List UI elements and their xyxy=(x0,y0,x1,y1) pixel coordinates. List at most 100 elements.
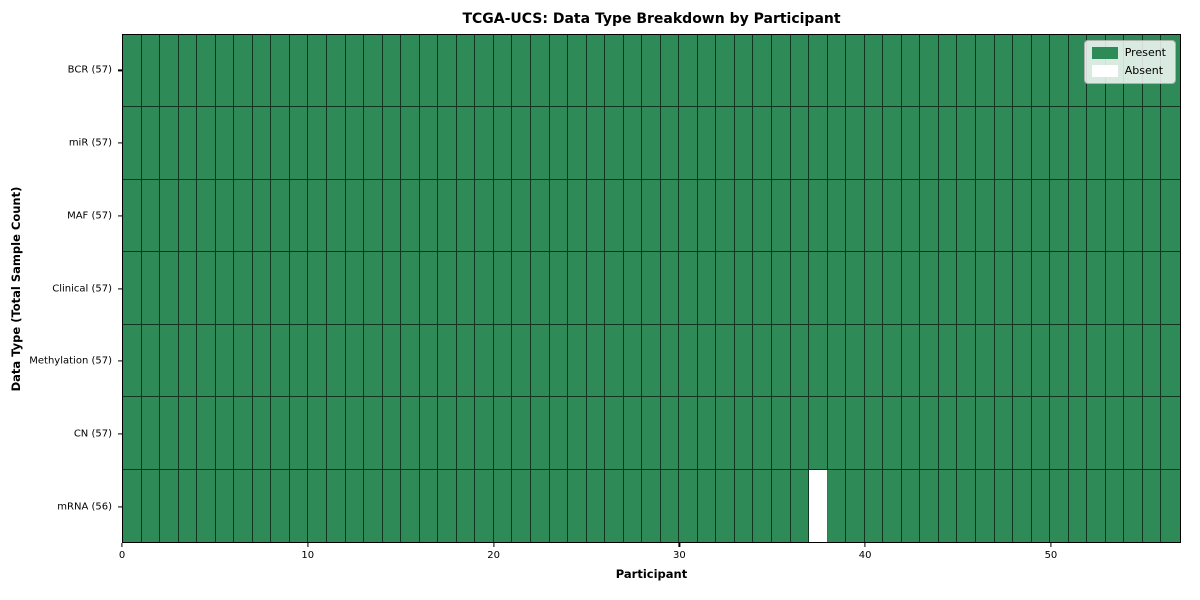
heatmap-cell xyxy=(809,324,828,398)
x-axis-label: Participant xyxy=(615,567,688,581)
heatmap-cell xyxy=(753,35,773,108)
heatmap-cell xyxy=(493,179,513,253)
heatmap-cell xyxy=(493,35,513,108)
heatmap-cell xyxy=(252,397,272,470)
heatmap-cell xyxy=(530,107,550,180)
heatmap-cell xyxy=(827,324,847,398)
heatmap-cell xyxy=(512,35,531,108)
heatmap-cell xyxy=(271,35,290,108)
heatmap-cell xyxy=(1142,324,1162,398)
heatmap-cell xyxy=(901,107,921,180)
heatmap-cell xyxy=(549,397,569,470)
heatmap-cell xyxy=(1068,179,1088,253)
heatmap-cell xyxy=(549,107,569,180)
heatmap-cell xyxy=(586,252,606,325)
heatmap-cell xyxy=(419,324,439,398)
heatmap-cell xyxy=(345,469,365,542)
heatmap-cell xyxy=(642,179,661,253)
heatmap-cell xyxy=(456,179,476,253)
heatmap-cell xyxy=(1013,107,1032,180)
heatmap-cell xyxy=(753,324,773,398)
heatmap-cell xyxy=(660,252,680,325)
heatmap-cell xyxy=(456,35,476,108)
heatmap-cell xyxy=(697,397,717,470)
heatmap-cell xyxy=(1087,252,1106,325)
heatmap-cell xyxy=(957,324,977,398)
heatmap-cell xyxy=(308,324,327,398)
heatmap-cell xyxy=(1161,469,1180,542)
heatmap-cell xyxy=(623,324,643,398)
heatmap-cell xyxy=(401,252,420,325)
heatmap-cell xyxy=(549,35,569,108)
heatmap-cell xyxy=(512,397,531,470)
heatmap-cell xyxy=(605,397,624,470)
heatmap-cell xyxy=(586,35,606,108)
heatmap-cell xyxy=(864,107,884,180)
heatmap-cell xyxy=(846,469,865,542)
heatmap-cell xyxy=(716,469,735,542)
heatmap-cell xyxy=(790,397,810,470)
heatmap-cell xyxy=(1105,107,1125,180)
x-tick-mark xyxy=(307,543,309,547)
x-tick-label: 10 xyxy=(301,550,315,561)
heatmap-cell xyxy=(382,107,402,180)
heatmap-cell xyxy=(141,35,161,108)
heatmap-cell xyxy=(697,179,717,253)
heatmap-cell xyxy=(753,469,773,542)
heatmap-cell xyxy=(660,107,680,180)
heatmap-cell xyxy=(123,107,142,180)
heatmap-cell xyxy=(438,179,457,253)
heatmap-cell xyxy=(530,469,550,542)
heatmap-cell xyxy=(160,107,179,180)
heatmap-cell xyxy=(252,179,272,253)
heatmap-cell xyxy=(401,324,420,398)
heatmap-cell xyxy=(679,35,698,108)
heatmap-cell xyxy=(289,397,309,470)
heatmap-cell xyxy=(1142,397,1162,470)
heatmap-cell xyxy=(697,324,717,398)
heatmap-cell xyxy=(1087,397,1106,470)
heatmap-cell xyxy=(364,35,383,108)
heatmap-cell xyxy=(1087,107,1106,180)
heatmap-cell xyxy=(1105,397,1125,470)
heatmap-cell xyxy=(197,324,216,398)
y-tick-mark xyxy=(118,69,122,71)
heatmap-cell xyxy=(308,107,327,180)
heatmap-cell xyxy=(938,35,958,108)
heatmap-cell xyxy=(772,469,791,542)
heatmap-cell xyxy=(976,252,995,325)
heatmap-cell xyxy=(530,35,550,108)
heatmap-cell xyxy=(976,179,995,253)
heatmap-cell xyxy=(475,35,494,108)
heatmap-cell xyxy=(1050,397,1069,470)
heatmap-cell xyxy=(809,107,828,180)
heatmap-cell xyxy=(1031,107,1051,180)
x-tick-mark xyxy=(121,543,123,547)
y-tick-label: BCR (57) xyxy=(67,64,112,76)
heatmap-cell xyxy=(382,179,402,253)
heatmap-cell xyxy=(938,469,958,542)
heatmap-cell xyxy=(1031,179,1051,253)
legend-label: Absent xyxy=(1124,64,1164,77)
heatmap-cell xyxy=(234,324,253,398)
heatmap-cell xyxy=(493,107,513,180)
heatmap-cell xyxy=(1050,107,1069,180)
heatmap-cell xyxy=(123,252,142,325)
heatmap-cell xyxy=(289,179,309,253)
heatmap-cell xyxy=(920,469,939,542)
heatmap-cell xyxy=(883,35,902,108)
heatmap-cell xyxy=(734,107,754,180)
heatmap-cell xyxy=(994,107,1014,180)
heatmap-cell xyxy=(679,107,698,180)
heatmap-cell xyxy=(512,252,531,325)
heatmap-cell xyxy=(197,35,216,108)
heatmap-cell xyxy=(790,469,810,542)
heatmap-cell xyxy=(512,107,531,180)
heatmap-cell xyxy=(530,179,550,253)
heatmap-cell xyxy=(215,469,235,542)
heatmap-cell xyxy=(772,35,791,108)
heatmap-cell xyxy=(123,179,142,253)
heatmap-cell xyxy=(549,252,569,325)
heatmap-cell xyxy=(790,107,810,180)
legend-item: Absent xyxy=(1091,64,1166,77)
